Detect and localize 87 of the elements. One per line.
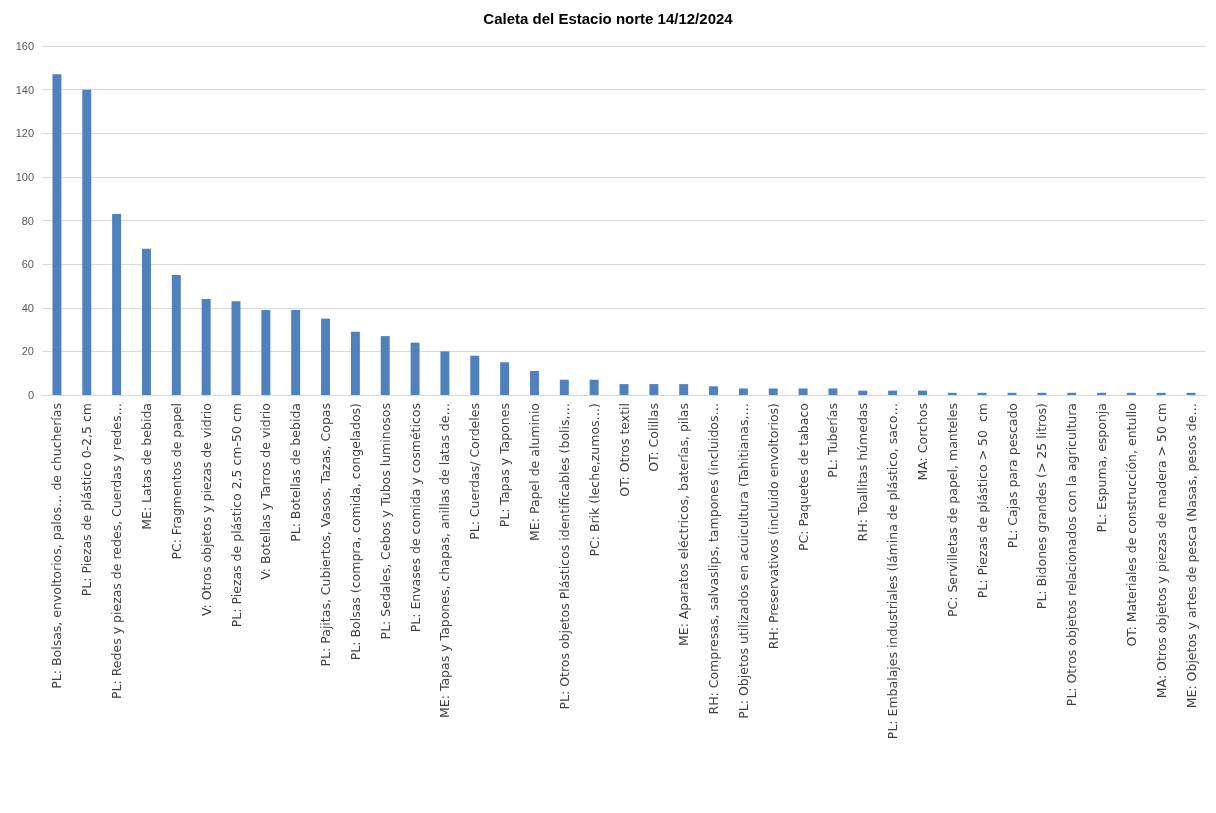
y-tick-label: 20 (21, 345, 34, 358)
bar (649, 384, 659, 395)
x-tick-label: PL: Sedales, Cebos y Tubos luminosos (377, 403, 393, 640)
x-tick-label: PL: Cajas para pescado (1004, 403, 1020, 549)
bar (380, 336, 390, 395)
bar (112, 213, 122, 395)
x-tick-label: PL: Piezas de plástico 2,5 cm-50 cm (228, 403, 244, 628)
bar (709, 386, 719, 395)
x-tick-label: PL: Espuma, esponja (1094, 403, 1110, 533)
x-tick-label: ME: Aparatos eléctricos, baterías, pilas (676, 403, 692, 647)
bar (440, 351, 450, 395)
y-tick-label: 80 (21, 214, 34, 227)
x-tick-label: PL: Tuberías (825, 403, 841, 478)
x-tick-label: ME: Objetos y artes de pesca (Nasas, pesos de… (1183, 403, 1199, 709)
bar (500, 362, 510, 395)
bar (1067, 392, 1077, 395)
x-tick-label: PL: Piezas de plástico 0-2,5 cm (79, 403, 95, 597)
bar (171, 275, 181, 395)
bar (619, 384, 629, 395)
chart-title: Caleta del Estacio norte 14/12/2024 (483, 10, 734, 27)
y-tick-label: 140 (15, 83, 34, 96)
bar (977, 392, 987, 395)
x-tick-label: V: Otros objetos y piezas de vidrio (198, 403, 214, 617)
x-tick-label: PC: Fragmentos de papel (168, 403, 184, 560)
x-tick-label: PL: Bidones grandes (> 25 litros) (1034, 403, 1050, 610)
bar (917, 390, 927, 395)
x-tick-label: MA: Otros objetos y piezas de madera > 50 cm (1153, 403, 1169, 699)
bar (1156, 392, 1166, 395)
x-tick-label: PL: Tapas y Tapones (497, 403, 513, 528)
bar (291, 309, 301, 395)
bar (321, 318, 331, 395)
x-tick-label: PL: Cuerdas/ Cordeles (467, 403, 483, 540)
x-tick-label: PL: Envases de comida y cosméticos (407, 403, 423, 633)
x-tick-label: PL: Pajitas, Cubiertos, Vasos, Tazas, Copas (318, 403, 334, 667)
x-tick-label: PL: Otros objetos Plásticos identificables (bolis,… (556, 403, 572, 710)
x-tick-label: RH: Toallitas húmedas (855, 403, 871, 542)
x-tick-label: OT: Materiales de construcción, entullo (1123, 403, 1139, 647)
bar (261, 309, 271, 395)
y-tick-label: 100 (15, 170, 34, 183)
x-tick-label: ME: Latas de bebida (138, 403, 154, 530)
x-tick-label: PL: Redes y piezas de redes, Cuerdas y redes… (109, 403, 125, 699)
bar (1126, 392, 1136, 395)
bar (350, 331, 360, 395)
bar (201, 299, 211, 395)
x-tick-label: RH: Preservativos (incluido envoltorios) (765, 403, 781, 650)
x-tick-label: RH: Compresas, salvaslips, tampones (incluidos… (706, 403, 722, 715)
x-tick-label: PC: Paquetes de tabaco (795, 403, 811, 551)
bar (52, 74, 62, 395)
x-tick-label: OT: Otros textil (616, 403, 632, 497)
y-tick-label: 120 (15, 127, 34, 140)
y-tick-label: 40 (21, 301, 34, 314)
bar (1037, 392, 1047, 395)
bar (529, 371, 539, 395)
x-tick-label: PL: Otros objetos relacionados con la agricultura (1064, 403, 1080, 707)
x-tick-label: PL: Objetos utilizados en acuicultura (Tahitianas,… (735, 403, 751, 719)
x-tick-label: PL: Piezas de plástico > 50 cm (974, 403, 990, 599)
bar (82, 89, 92, 395)
bar (947, 392, 957, 395)
x-tick-label: PL: Bolsas (compra, comida, congelados) (347, 403, 363, 661)
bar (231, 301, 241, 395)
x-tick-label: PC: Servilletas de papel, manteles (944, 403, 960, 618)
x-tick-label: PL: Bolsas, envoltorios, palos… de chucherías (49, 403, 65, 689)
bar (559, 379, 569, 395)
bar (1186, 392, 1196, 395)
y-tick-label: 0 (27, 389, 34, 401)
bar (410, 342, 420, 395)
x-tick-label: PC: Brik (leche,zumos…) (586, 403, 602, 557)
bar (1097, 392, 1107, 395)
bar (470, 355, 480, 395)
bar (589, 379, 599, 395)
x-tick-label: V: Botellas y Tarros de vidrio (258, 403, 274, 580)
x-tick-label: PL: Botellas de bebida (288, 403, 304, 542)
bar (768, 388, 778, 395)
x-tick-label: ME: Tapas y Tapones, chapas, anillas de latas de… (437, 403, 453, 718)
x-tick-label: MA: Corchos (914, 403, 930, 481)
bar (738, 388, 748, 395)
bar (888, 390, 898, 395)
x-tick-label: OT: Colillas (646, 403, 662, 472)
bar (141, 248, 151, 395)
x-tick-label: ME: Papel de aluminio (526, 403, 542, 541)
bar (798, 388, 808, 395)
bar (828, 388, 838, 395)
x-tick-label: PL: Embalajes industriales (lámina de plástico, saco… (885, 403, 901, 740)
y-tick-label: 60 (21, 258, 34, 271)
bar (679, 384, 689, 395)
y-tick-label: 160 (15, 40, 34, 52)
bar (858, 390, 868, 395)
